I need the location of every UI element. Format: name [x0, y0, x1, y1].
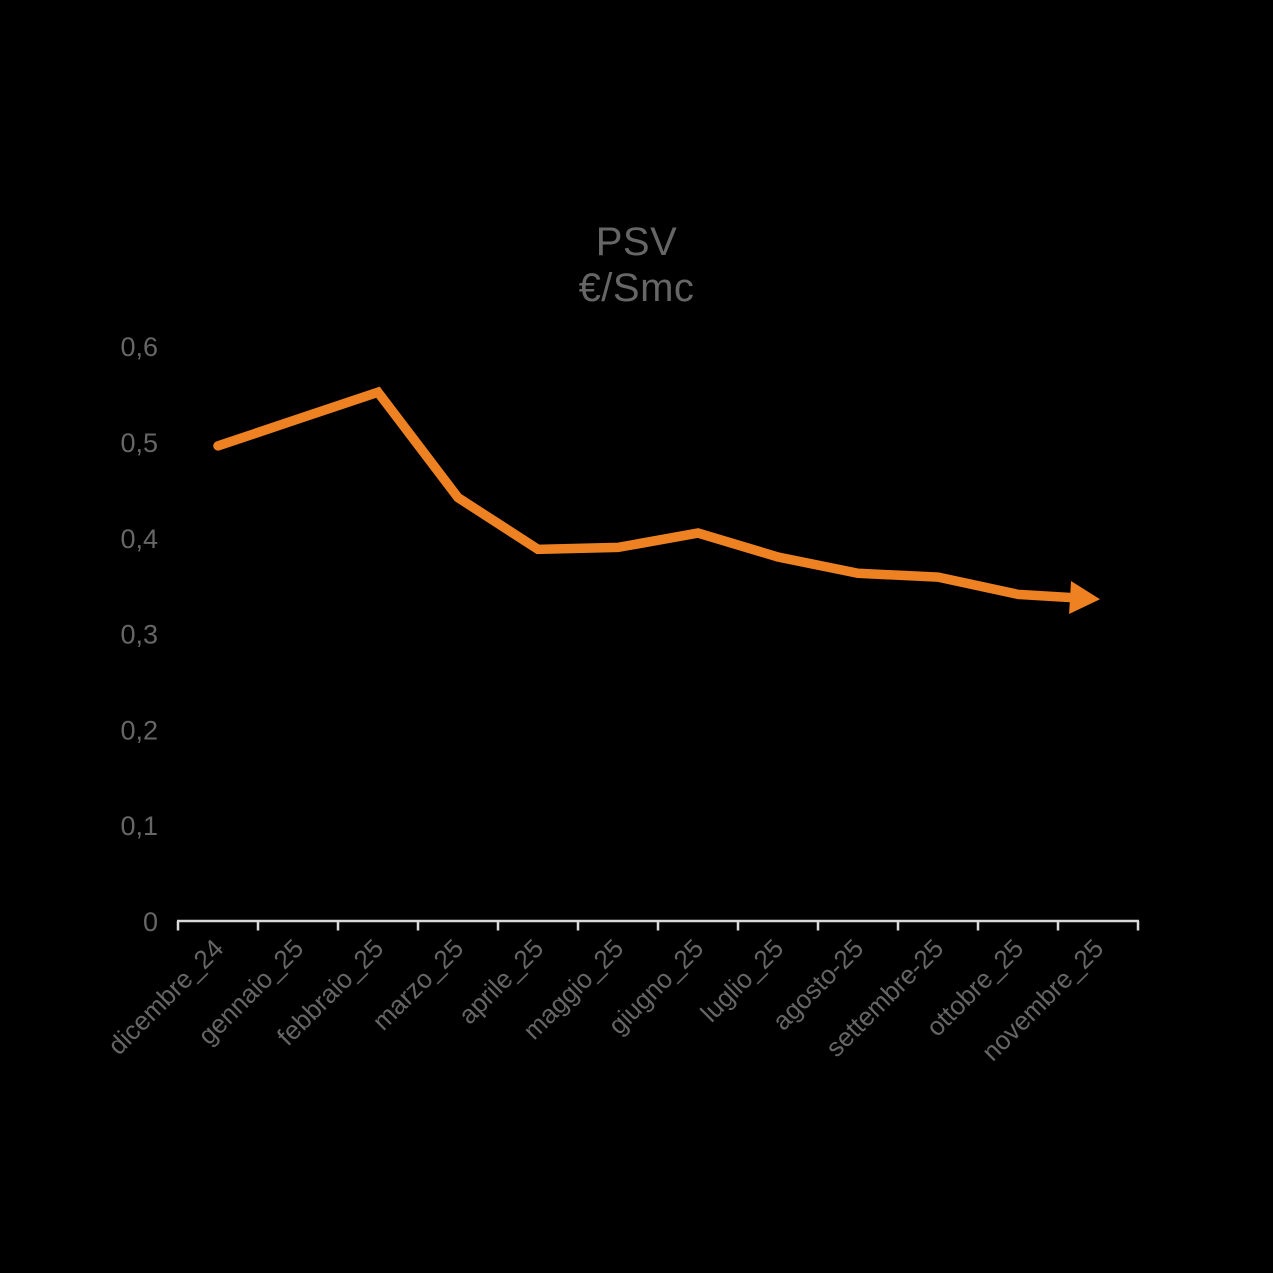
arrow-head-icon — [1069, 581, 1100, 614]
y-axis-label: 0,2 — [120, 715, 158, 745]
price-line — [213, 386, 1079, 603]
chart-title-line1: PSV — [595, 220, 678, 264]
chart-title: PSV €/Smc — [0, 219, 1273, 311]
y-axis-label: 0,4 — [120, 524, 158, 554]
y-axis-label: 0,6 — [120, 332, 158, 362]
y-axis-label: 0,5 — [120, 428, 158, 458]
chart-title-line2: €/Smc — [578, 266, 695, 310]
y-axis-label: 0,1 — [120, 811, 158, 841]
y-axis-label: 0 — [143, 907, 158, 937]
y-axis-label: 0,3 — [120, 620, 158, 650]
